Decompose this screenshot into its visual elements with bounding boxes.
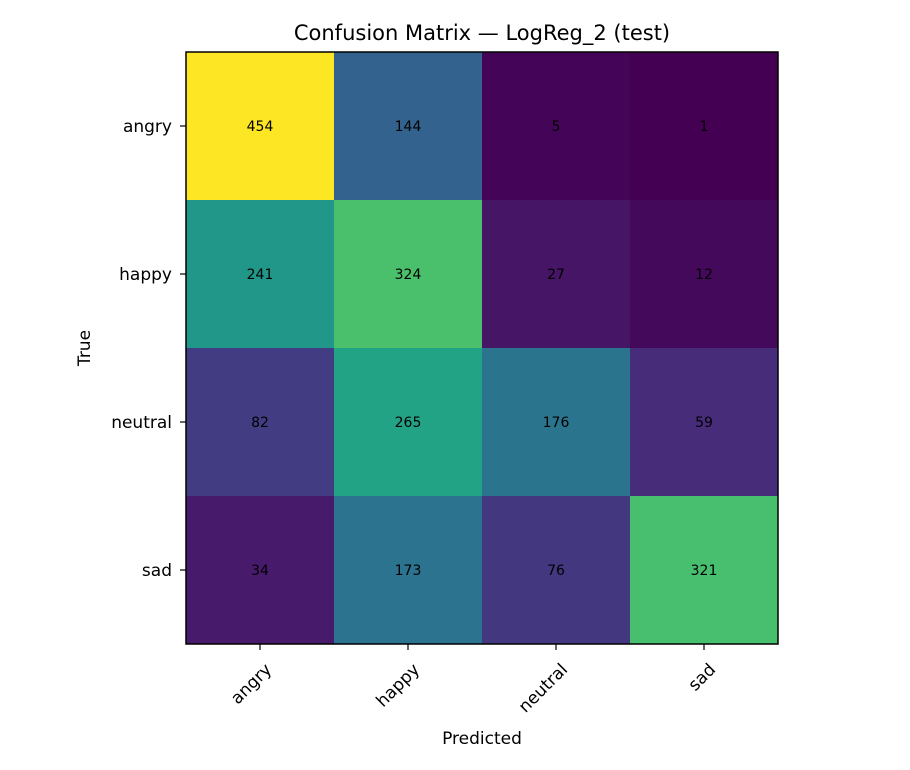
cell-value-label: 76: [547, 563, 565, 579]
heatmap-cell: [482, 200, 630, 348]
cell-value-label: 321: [691, 563, 718, 579]
chart-title: Confusion Matrix — LogReg_2 (test): [294, 21, 670, 46]
cell-value-label: 34: [251, 563, 269, 579]
heatmap-cell: [334, 200, 482, 348]
cell-value-label: 59: [695, 415, 713, 431]
y-axis-label: True: [75, 330, 95, 367]
cell-value-label: 5: [552, 119, 561, 135]
cell-value-label: 82: [251, 415, 269, 431]
heatmap-cell: [334, 496, 482, 644]
x-tick-label: neutral: [515, 660, 572, 717]
heatmap-cell: [630, 496, 778, 644]
heatmap-cell: [482, 348, 630, 496]
heatmap-cell: [482, 496, 630, 644]
x-tick-label: sad: [685, 660, 720, 695]
heatmap-cell: [482, 52, 630, 200]
cell-value-label: 173: [395, 563, 422, 579]
heatmap-cell: [630, 52, 778, 200]
heatmap-cell: [186, 496, 334, 644]
heatmap-cell: [630, 200, 778, 348]
y-tick-label: angry: [123, 117, 172, 137]
heatmap-cell: [186, 52, 334, 200]
heatmap-cell: [186, 200, 334, 348]
cell-value-label: 27: [547, 267, 565, 283]
x-axis-label: Predicted: [442, 729, 522, 749]
heatmap-cell: [334, 52, 482, 200]
cell-value-label: 12: [695, 267, 713, 283]
x-axis-ticks: angry happy neutral sad: [227, 644, 720, 717]
cell-value-label: 265: [395, 415, 422, 431]
cell-value-label: 144: [395, 119, 422, 135]
heatmap-cell: [186, 348, 334, 496]
y-axis-ticks: angry happy neutral sad: [111, 117, 186, 581]
cell-value-label: 454: [247, 119, 274, 135]
cell-value-label: 176: [543, 415, 570, 431]
x-tick-label: angry: [227, 660, 276, 709]
heatmap-cells: [186, 52, 778, 644]
cell-value-label: 241: [247, 267, 274, 283]
heatmap-cell: [630, 348, 778, 496]
x-tick-label: happy: [373, 660, 425, 712]
cell-value-label: 1: [700, 119, 709, 135]
y-tick-label: sad: [142, 561, 172, 581]
heatmap-cell-labels: 454 144 5 1 241 324 27 12 82 265 176 59 34 173 76 321: [247, 119, 718, 579]
plot-frame: [185, 51, 779, 645]
y-tick-label: happy: [119, 265, 172, 285]
y-tick-label: neutral: [111, 413, 172, 433]
cell-value-label: 324: [395, 267, 422, 283]
heatmap-cell: [334, 348, 482, 496]
